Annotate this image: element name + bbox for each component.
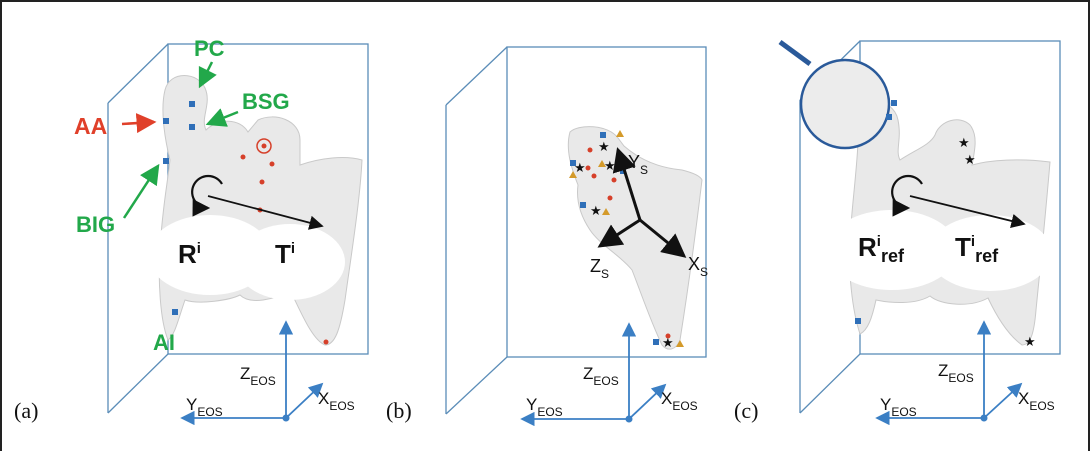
rotation-arrow-icon (891, 174, 923, 217)
panel-a: PC BSG AA BIG AI Ri Ti ZEOS YEOS XEOS (a… (14, 36, 369, 426)
translation-arrow-icon (909, 195, 1026, 228)
star-marker-icon: ★ (964, 152, 976, 167)
translation-label: Ti (275, 239, 295, 269)
panel-b-markers: ★ ★ ★ ★ ★ (569, 130, 684, 350)
landmark-label-aa: AA (74, 113, 107, 139)
panel-a-bone (148, 75, 363, 346)
rotation-label: Ri (178, 239, 201, 269)
triangle-marker-icon (616, 130, 624, 137)
panel-tag-a: (a) (14, 398, 38, 423)
axis-label-z: ZEOS (583, 364, 619, 388)
panel-c-eos-axes (875, 320, 1023, 426)
axis-label-x: XEOS (1018, 389, 1055, 413)
triangle-marker-icon (676, 340, 684, 347)
panel-c: ★ ★ ★ Riref Tiref ZEOS YEOS XEOS (c) (734, 39, 1061, 426)
star-marker-icon: ★ (1024, 334, 1036, 349)
panel-c-markers: ★ ★ ★ (855, 100, 1036, 349)
local-axis-label-z: ZS (590, 256, 609, 281)
star-marker-icon: ★ (958, 135, 970, 150)
panel-b-local-axes (597, 147, 687, 258)
panel-b-eos-axes (520, 322, 667, 427)
square-marker-icon (189, 124, 195, 130)
star-marker-icon: ★ (598, 139, 610, 154)
panel-b-box (445, 46, 707, 415)
dot-marker-icon (587, 147, 593, 153)
humerus-shaft (778, 39, 812, 67)
frame-left (0, 0, 2, 451)
panel-b: ★ ★ ★ ★ ★ (386, 46, 708, 427)
square-marker-icon (163, 158, 169, 164)
dot-marker-icon (611, 177, 617, 183)
axis-label-y: YEOS (880, 395, 917, 419)
square-marker-icon (600, 132, 606, 138)
translation-arrow-icon (207, 195, 324, 230)
square-marker-icon (189, 101, 195, 107)
panel-c-bone (799, 58, 1052, 346)
dot-marker-icon (665, 333, 671, 339)
dot-marker-icon (261, 143, 267, 149)
square-marker-icon (163, 118, 169, 124)
square-marker-icon (580, 202, 586, 208)
square-marker-icon (891, 100, 897, 106)
landmark-label-big: BIG (76, 212, 115, 237)
dot-marker-icon (259, 179, 265, 185)
star-marker-icon: ★ (604, 158, 616, 173)
dot-marker-icon (269, 161, 275, 167)
square-marker-icon (570, 160, 576, 166)
frame-right (1088, 0, 1090, 451)
axis-label-z: ZEOS (240, 364, 276, 388)
axis-label-x: XEOS (661, 389, 698, 413)
square-marker-icon (855, 318, 861, 324)
landmark-label-bsg: BSG (242, 89, 290, 114)
dot-marker-icon (323, 339, 329, 345)
rotation-arrow-icon (191, 174, 223, 217)
dot-marker-icon (591, 173, 597, 179)
rotation-ref-label: Riref (858, 232, 905, 266)
triangle-marker-icon (569, 171, 577, 178)
panel-a-markers (163, 101, 329, 345)
humeral-head (799, 58, 891, 150)
dot-marker-icon (256, 138, 272, 154)
landmark-label-pc: PC (194, 36, 225, 61)
star-marker-icon: ★ (590, 203, 602, 218)
square-marker-icon (172, 309, 178, 315)
dot-marker-icon (607, 195, 613, 201)
frame-top (0, 0, 1090, 2)
dot-marker-icon (240, 154, 246, 160)
axis-label-y: YEOS (526, 395, 563, 419)
local-axis-label-y: YS (628, 152, 648, 177)
local-axis-label-x: XS (688, 254, 708, 279)
star-marker-icon: ★ (574, 160, 586, 175)
panel-a-eos-axes (180, 320, 324, 426)
axis-label-x: XEOS (318, 389, 355, 413)
landmark-label-ai: AI (153, 330, 175, 355)
axis-label-y: YEOS (186, 395, 223, 419)
triangle-marker-icon (598, 160, 606, 167)
square-marker-icon (886, 114, 892, 120)
square-marker-icon (653, 339, 659, 345)
panel-tag-c: (c) (734, 398, 758, 423)
panel-tag-b: (b) (386, 398, 412, 423)
translation-ref-label: Tiref (955, 232, 999, 266)
panel-a-landmark-arrows (121, 61, 239, 219)
axis-label-z: ZEOS (938, 361, 974, 385)
star-marker-icon: ★ (662, 335, 674, 350)
dot-marker-icon (585, 165, 591, 171)
triangle-marker-icon (602, 208, 610, 215)
